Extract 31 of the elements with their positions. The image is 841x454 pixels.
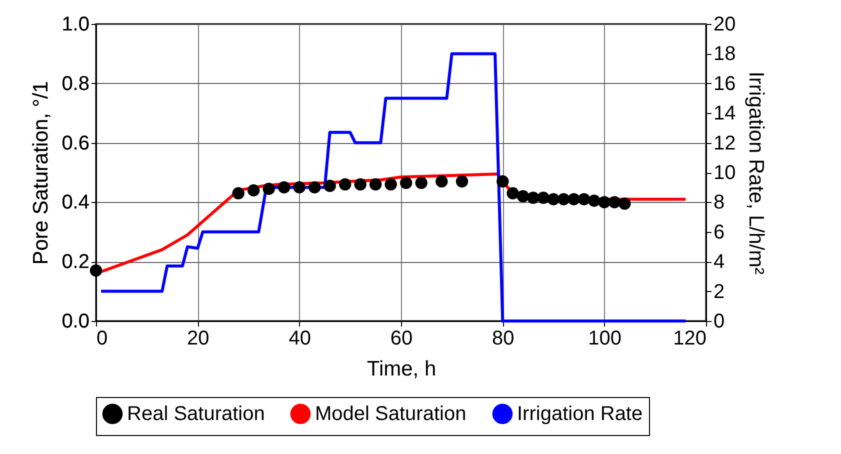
y-tick-label: 0.8 xyxy=(62,72,90,95)
y2-tick-label: 10 xyxy=(714,162,736,184)
y2-tick-label: 2 xyxy=(714,280,725,303)
y-tick-label: 1.0 xyxy=(62,14,90,36)
y2-tick-label: 8 xyxy=(714,192,725,214)
x-axis-title: Time, h xyxy=(366,358,436,380)
line-series xyxy=(100,52,688,322)
y2-tick-label: 20 xyxy=(714,14,736,36)
y2-tick-label: 6 xyxy=(714,221,725,244)
y2-axis-title: Irrigation Rate, L/h/m² xyxy=(744,71,768,275)
y2-tick-label: 18 xyxy=(714,43,736,66)
y2-tick-label: 16 xyxy=(714,72,736,95)
x-tick-label: 60 xyxy=(390,328,413,350)
y-tick-label: 0.4 xyxy=(62,192,90,214)
y-tick-label: 0.0 xyxy=(62,310,90,332)
x-tick-label: 100 xyxy=(588,328,622,350)
x-tick-label: 120 xyxy=(673,328,706,350)
x-tick-label: 0 xyxy=(96,328,108,350)
y2-tick-label: 4 xyxy=(714,251,725,274)
x-tick-label: 80 xyxy=(492,328,514,350)
x-tick-label: 20 xyxy=(187,328,210,350)
legend-label: Model Saturation xyxy=(315,402,466,425)
legend-label: Irrigation Rate xyxy=(517,402,643,425)
y-axis-title: Pore Saturation, °/1 xyxy=(30,81,53,265)
y-tick-label: 0.2 xyxy=(62,251,90,274)
y2-tick-label: 14 xyxy=(714,102,736,125)
x-tick-label: 40 xyxy=(288,328,311,350)
y2-tick-label: 12 xyxy=(714,132,736,154)
y-tick-label: 0.6 xyxy=(62,132,90,154)
legend-label: Real Saturation xyxy=(127,402,265,425)
y2-tick-label: 0 xyxy=(714,310,725,332)
